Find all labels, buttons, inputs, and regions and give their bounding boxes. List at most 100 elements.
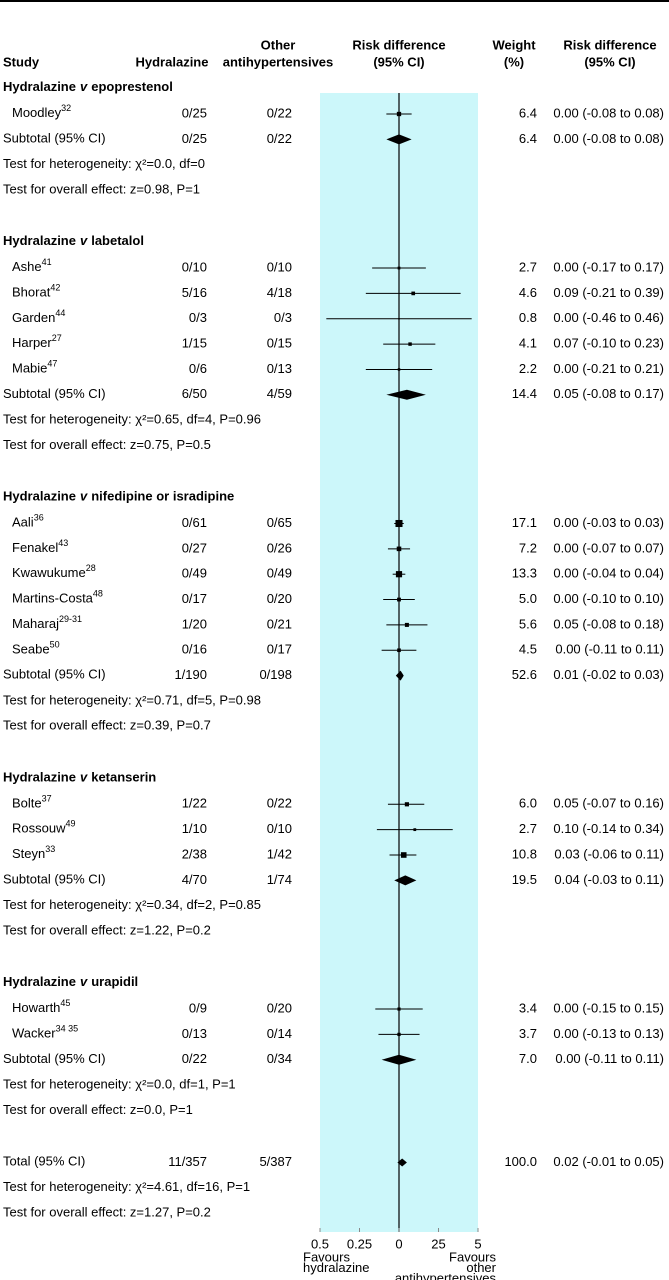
study-label: Subtotal (95% CI) <box>3 131 106 146</box>
hydralazine-count: 0/13 <box>182 1026 207 1041</box>
study-marker <box>411 291 416 296</box>
study-marker <box>395 519 403 528</box>
other-count: 0/22 <box>267 131 292 146</box>
study-label: Mabie47 <box>12 359 57 376</box>
study-ref: 32 <box>61 103 71 113</box>
study-name: Bhorat <box>12 285 51 300</box>
group-title: Hydralazine v nifedipine or isradipine <box>3 489 234 504</box>
study-ref: 29-31 <box>59 614 82 624</box>
overall-effect-test: Test for overall effect: z=0.75, P=0.5 <box>3 437 211 452</box>
ci-label: 0.07 (-0.10 to 0.23) <box>553 336 664 351</box>
study-marker <box>397 597 401 602</box>
other-count: 5/387 <box>259 1154 292 1169</box>
study-marker <box>398 317 400 320</box>
study-name: Garden <box>12 310 55 325</box>
weight: 10.8 <box>512 846 537 861</box>
overall-effect-test: Test for overall effect: z=0.98, P=1 <box>3 181 200 196</box>
hydralazine-count: 0/25 <box>182 105 207 120</box>
ci-label: 0.00 (-0.08 to 0.08) <box>553 105 664 120</box>
ci-label: 0.04 (-0.03 to 0.11) <box>554 872 664 887</box>
study-ref: 43 <box>58 538 68 548</box>
study-name: Subtotal (95% CI) <box>3 872 106 887</box>
study-marker <box>396 546 402 552</box>
x-tick-label: 0.5 <box>311 1236 329 1251</box>
summary-diamond <box>386 134 412 145</box>
hydralazine-count: 1/10 <box>182 821 207 836</box>
ci-label: 0.00 (-0.11 to 0.11) <box>555 1051 664 1066</box>
weight: 2.2 <box>519 361 537 376</box>
study-name: Ashe <box>12 259 42 274</box>
other-count: 0/10 <box>267 259 292 274</box>
hydralazine-count: 0/49 <box>182 566 207 581</box>
study-name: Martins-Costa <box>12 591 94 606</box>
other-count: 0/20 <box>267 591 292 606</box>
ci-label: 0.05 (-0.07 to 0.16) <box>553 796 664 811</box>
study-marker <box>397 368 401 371</box>
other-count: 0/65 <box>267 515 292 530</box>
other-count: 0/21 <box>267 616 292 631</box>
hydralazine-count: 6/50 <box>182 386 207 401</box>
x-tick-label: 25 <box>431 1236 445 1251</box>
other-count: 0/3 <box>274 310 292 325</box>
group-title-part: Hydralazine <box>3 974 76 989</box>
other-count: 0/49 <box>267 566 292 581</box>
group-title-part: v <box>80 974 88 989</box>
ci-label: 0.02 (-0.01 to 0.05) <box>553 1154 664 1169</box>
hydralazine-count: 1/190 <box>174 667 207 682</box>
x-tick-label: 0 <box>395 1236 402 1251</box>
ci-label: 0.00 (-0.08 to 0.08) <box>553 131 664 146</box>
overall-effect-test: Test for overall effect: z=1.22, P=0.2 <box>3 922 211 937</box>
weight: 4.5 <box>519 642 537 657</box>
other-count: 0/22 <box>267 105 292 120</box>
other-count: 0/34 <box>267 1051 292 1066</box>
group-title-part: v <box>80 770 88 785</box>
study-marker <box>413 828 417 832</box>
study-label: Seabe50 <box>12 640 60 657</box>
hydralazine-count: 0/10 <box>182 259 207 274</box>
weight: 5.6 <box>519 616 537 631</box>
study-label: Total (95% CI) <box>3 1154 85 1169</box>
overall-effect-test: Test for overall effect: z=1.27, P=0.2 <box>3 1205 211 1220</box>
ci-label: 0.00 (-0.03 to 0.03) <box>553 515 664 530</box>
hydralazine-count: 1/15 <box>182 336 207 351</box>
hydralazine-count: 0/9 <box>189 1000 207 1015</box>
hydralazine-count: 4/70 <box>182 872 207 887</box>
favours-left: Favours <box>303 1249 350 1264</box>
group-title-part: Hydralazine <box>3 233 76 248</box>
study-ref: 50 <box>50 640 60 650</box>
hydralazine-count: 0/16 <box>182 642 207 657</box>
group-title: Hydralazine v epoprestenol <box>3 79 173 94</box>
ci-label: 0.03 (-0.06 to 0.11) <box>554 846 664 861</box>
study-ref: 42 <box>50 283 60 293</box>
weight: 14.4 <box>512 386 537 401</box>
weight: 7.2 <box>519 540 537 555</box>
column-header: Other <box>261 37 296 52</box>
study-name: Howarth <box>12 1000 60 1015</box>
study-ref: 28 <box>86 564 96 574</box>
group-title-part: ketanserin <box>91 770 156 785</box>
summary-diamond <box>397 1158 407 1167</box>
summary-diamond <box>395 670 404 681</box>
weight: 6.4 <box>519 131 537 146</box>
weight: 2.7 <box>519 821 537 836</box>
study-ref: 45 <box>60 998 70 1008</box>
group-title-part: Hydralazine <box>3 489 76 504</box>
weight: 3.4 <box>519 1000 537 1015</box>
group-title: Hydralazine v urapidil <box>3 974 138 989</box>
ci-label: 0.05 (-0.08 to 0.18) <box>553 616 664 631</box>
study-marker <box>400 852 407 858</box>
column-header: (%) <box>504 54 524 69</box>
study-name: Fenakel <box>12 540 58 555</box>
heterogeneity-test: Test for heterogeneity: χ²=0.0, df=1, P=… <box>3 1077 236 1092</box>
favours-left: hydralazine <box>303 1260 370 1275</box>
study-marker <box>395 571 403 578</box>
study-marker <box>397 1032 401 1037</box>
favours-right: other <box>466 1260 496 1275</box>
heterogeneity-test: Test for heterogeneity: χ²=0.0, df=0 <box>3 156 205 171</box>
study-name: Kwawukume <box>12 566 86 581</box>
study-label: Bolte37 <box>12 794 52 811</box>
hydralazine-count: 0/25 <box>182 131 207 146</box>
study-marker <box>397 648 401 653</box>
study-ref: 49 <box>65 819 75 829</box>
